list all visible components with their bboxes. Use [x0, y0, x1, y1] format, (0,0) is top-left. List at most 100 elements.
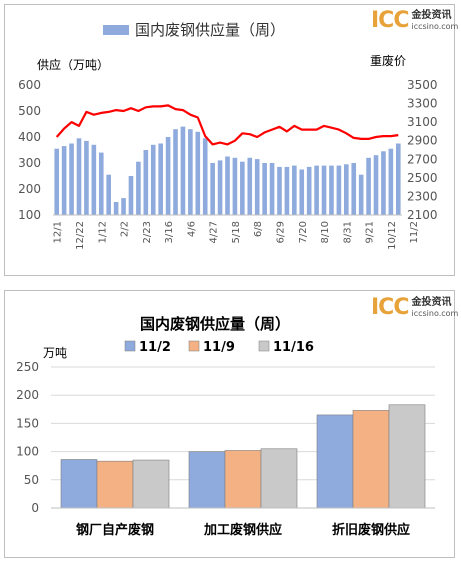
source-bar: [388, 404, 426, 509]
supply-bar: [373, 155, 379, 215]
supply-bar: [240, 161, 245, 215]
x-tick-label: 2/2: [120, 221, 131, 237]
supply-bar: [225, 156, 230, 215]
logo-mark: ICC: [371, 295, 409, 320]
x-tick-label: 4/6: [186, 221, 197, 237]
supply-bar: [388, 148, 394, 215]
supply-bar: [91, 144, 97, 215]
supply-bar: [180, 126, 186, 215]
logo-url: iccsino.com: [411, 22, 459, 31]
y-tick-label-left: 500: [18, 104, 41, 118]
y-tick-label-left: 600: [18, 78, 41, 92]
x-tick-label: 8/31: [342, 221, 353, 243]
y-tick-label-left: 300: [18, 156, 41, 170]
supply-bar: [306, 166, 312, 215]
x-tick-label: 10/12: [387, 221, 398, 250]
x-tick-label: 12/1: [53, 221, 64, 243]
chart-title: 国内废钢供应量（周）: [135, 21, 285, 39]
x-tick-label: 2/23: [142, 221, 153, 243]
supply-bar: [76, 138, 82, 215]
y-tick-label: 150: [16, 416, 39, 430]
y-tick-label: 200: [16, 388, 39, 402]
y-tick-label-right: 3500: [407, 78, 438, 92]
supply-bar: [136, 161, 141, 215]
x-tick-label: 5/18: [231, 221, 242, 243]
supply-bar: [299, 169, 305, 215]
x-tick-label: 7/20: [298, 221, 309, 243]
supply-bar: [202, 138, 208, 215]
supply-bar: [210, 163, 215, 215]
legend-swatch: [188, 340, 200, 352]
supply-bar: [254, 159, 260, 215]
y-axis-title: 万吨: [43, 346, 67, 360]
legend-swatch: [103, 25, 129, 35]
supply-bar: [351, 163, 357, 215]
supply-bar: [292, 165, 297, 215]
icc-logo-2: ICC 金投资讯 iccsino.com: [371, 297, 458, 319]
category-label: 折旧废钢供应: [332, 522, 410, 538]
supply-bar: [158, 143, 163, 215]
legend-swatch: [258, 340, 270, 352]
x-tick-label: 3/16: [164, 221, 175, 243]
y-tick-label: 50: [24, 473, 39, 487]
x-tick-label: 11/2: [409, 221, 420, 243]
supply-bar: [173, 129, 178, 215]
y-tick-label: 250: [16, 360, 39, 374]
y-tick-label-right: 2900: [407, 134, 438, 148]
logo-name: 金投资讯: [411, 10, 452, 21]
source-bar: [260, 448, 298, 509]
supply-bar: [269, 163, 275, 215]
legend-label: 11/16: [273, 340, 314, 355]
y-tick-label: 100: [16, 445, 39, 459]
supply-by-source-chart-panel: 国内废钢供应量（周） 万吨 11/2 11/9 11/16 0 50 100 150 200 250…: [4, 290, 458, 558]
x-tick-label: 4/27: [209, 221, 220, 243]
y-axis-title-left: 供应（万吨）: [37, 57, 109, 72]
price-line: [55, 104, 399, 146]
supply-bar: [143, 150, 149, 215]
supply-bar: [284, 166, 290, 215]
x-tick-label: 1/12: [97, 221, 108, 243]
supply-bar: [188, 129, 193, 215]
supply-bar: [150, 144, 156, 215]
legend-label: 11/2: [139, 340, 171, 355]
supply-bar: [314, 165, 319, 215]
supply-bar: [84, 140, 89, 215]
supply-bar: [329, 165, 334, 215]
supply-bar: [217, 160, 223, 215]
category-label: 钢厂自产废钢: [76, 522, 154, 538]
y-tick-label-right: 3300: [407, 97, 438, 111]
y-tick-label: 0: [31, 501, 39, 515]
supply-bar: [358, 174, 364, 215]
supply-bar: [366, 157, 371, 215]
category-label: 加工废钢供应: [203, 522, 282, 538]
source-bar: [96, 460, 134, 509]
y-tick-label-right: 2700: [407, 152, 438, 166]
legend-swatch: [124, 340, 136, 352]
supply-bar: [395, 143, 401, 215]
supply-bar: [121, 198, 126, 215]
supply-bar: [277, 166, 282, 215]
supply-bar: [381, 151, 386, 215]
legend-label: 11/9: [203, 340, 235, 355]
x-tick-label: 8/10: [320, 221, 331, 243]
y-tick-label-right: 3100: [407, 115, 438, 129]
source-bar: [60, 459, 98, 509]
y-tick-label-left: 200: [18, 182, 41, 196]
supply-bar: [69, 143, 74, 215]
source-bar: [316, 414, 354, 509]
supply-bar: [54, 148, 60, 215]
supply-bar: [247, 157, 253, 215]
supply-bar: [128, 176, 134, 215]
x-tick-label: 9/21: [365, 221, 376, 243]
source-bar: [352, 410, 390, 509]
supply-bar: [165, 137, 171, 215]
x-tick-label: 6/8: [253, 221, 264, 237]
logo-mark: ICC: [371, 8, 409, 33]
icc-logo: ICC 金投资讯 iccsino.com: [371, 10, 458, 32]
supply-bar: [98, 152, 104, 215]
source-bar: [132, 459, 170, 509]
logo-url: iccsino.com: [411, 309, 459, 318]
logo-name: 金投资讯: [411, 297, 452, 308]
supply-bar: [344, 164, 349, 215]
y-axis-title-right: 重废价: [370, 53, 406, 68]
